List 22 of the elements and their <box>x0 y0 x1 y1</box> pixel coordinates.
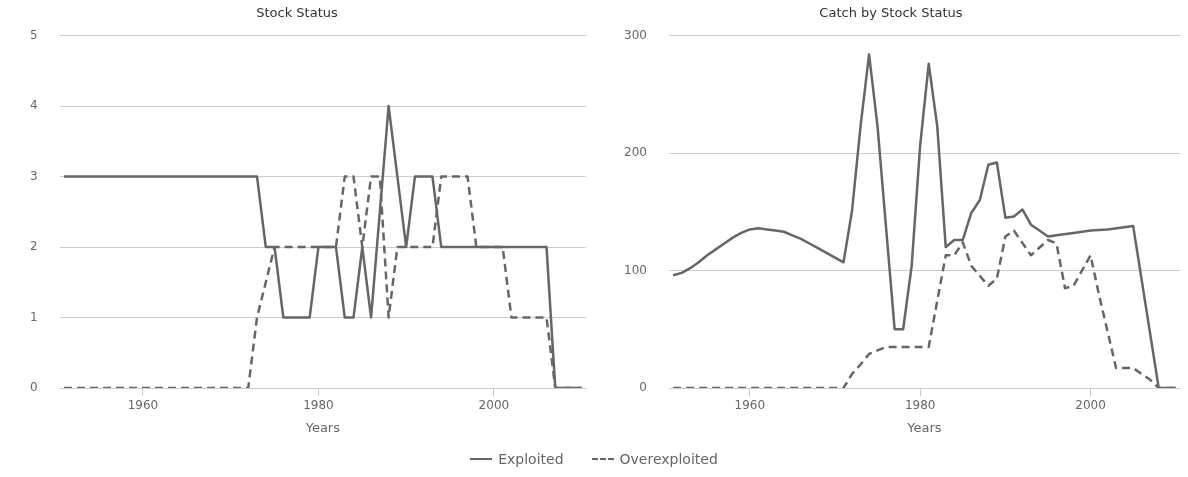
y-tick-label: 0 <box>29 380 38 395</box>
y-tick-label: 4 <box>29 98 38 113</box>
y-tick-label: 100 <box>624 262 647 277</box>
x-tick-label: 1980 <box>904 398 936 413</box>
legend-label: Overexploited <box>619 450 718 467</box>
x-tick-label: 2000 <box>478 398 510 413</box>
legend-label: Exploited <box>498 450 564 467</box>
x-axis-title: Years <box>304 419 341 435</box>
y-tick-label: 3 <box>29 168 38 183</box>
chart-title: Catch by Stock Status <box>819 5 963 21</box>
y-tick-label: 2 <box>29 239 38 254</box>
y-tick-label: 5 <box>29 27 38 42</box>
x-tick-label: 2000 <box>1075 398 1106 413</box>
y-tick-label: 200 <box>624 145 647 160</box>
chart-title: Stock Status <box>256 5 338 21</box>
x-tick-label: 1980 <box>303 398 334 413</box>
x-tick-label: 1960 <box>734 398 766 413</box>
x-axis-title: Years <box>906 419 942 435</box>
y-tick-label: 1 <box>29 309 38 324</box>
y-tick-label: 300 <box>624 27 647 42</box>
x-tick-label: 1960 <box>127 398 159 413</box>
y-tick-label: 0 <box>639 380 647 395</box>
